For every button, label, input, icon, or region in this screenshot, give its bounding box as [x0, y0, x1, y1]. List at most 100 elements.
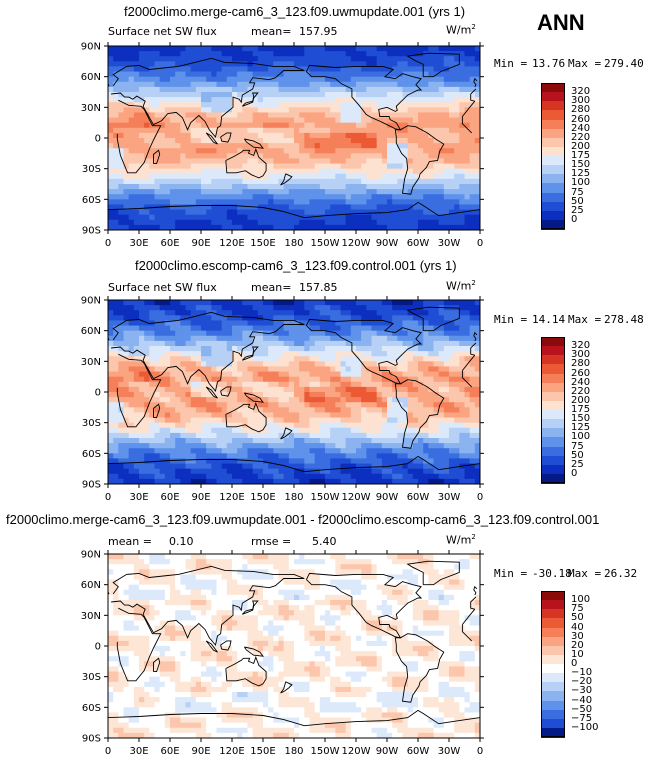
field-cell: [124, 189, 130, 195]
field-cell: [304, 407, 310, 413]
field-cell: [180, 428, 186, 434]
field-cell: [237, 326, 243, 332]
field-cell: [134, 46, 140, 52]
field-cell: [310, 56, 316, 62]
field-cell: [361, 453, 367, 459]
field-cell: [129, 174, 135, 180]
field-cell: [335, 366, 341, 372]
field-cell: [149, 402, 155, 408]
field-cell: [191, 107, 197, 113]
field-cell: [279, 164, 285, 170]
field-cell: [113, 194, 119, 200]
field-cell: [382, 169, 388, 175]
field-cell: [129, 220, 135, 226]
field-cell: [175, 77, 181, 83]
field-cell: [428, 184, 434, 190]
field-cell: [175, 179, 181, 185]
field-cell: [268, 220, 274, 226]
field-cell: [413, 174, 419, 180]
field-cell: [155, 61, 161, 67]
field-cell: [434, 448, 440, 454]
field-cell: [413, 346, 419, 352]
field-cell: [434, 66, 440, 72]
field-cell: [232, 320, 238, 326]
field-cell: [113, 382, 119, 388]
field-cell: [170, 346, 176, 352]
field-cell: [170, 138, 176, 144]
field-cell: [341, 164, 347, 170]
field-cell: [397, 87, 403, 93]
field-cell: [304, 174, 310, 180]
field-cell: [310, 169, 316, 175]
field-cell: [310, 46, 316, 52]
field-cell: [196, 51, 202, 57]
field-cell: [237, 458, 243, 464]
field-cell: [444, 128, 450, 134]
field-cell: [134, 143, 140, 149]
field-cell: [248, 179, 254, 185]
field-cell: [124, 148, 130, 154]
field-cell: [124, 453, 130, 459]
field-cell: [459, 326, 465, 332]
field-cell: [366, 102, 372, 108]
field-cell: [196, 143, 202, 149]
field-cell: [346, 128, 352, 134]
field-cell: [361, 372, 367, 378]
field-cell: [387, 61, 393, 67]
field-cell: [325, 346, 331, 352]
field-cell: [330, 397, 336, 403]
field-cell: [227, 377, 233, 383]
field-cell: [113, 107, 119, 113]
field-cell: [299, 143, 305, 149]
field-cell: [449, 351, 455, 357]
field-cell: [222, 72, 228, 78]
field-cell: [268, 118, 274, 124]
field-cell: [372, 179, 378, 185]
field-cell: [211, 97, 217, 103]
field-cell: [356, 77, 362, 83]
field-cell: [149, 107, 155, 113]
field-cell: [299, 315, 305, 321]
field-cell: [299, 51, 305, 57]
field-cell: [413, 392, 419, 398]
field-cell: [201, 153, 207, 159]
field-cell: [248, 112, 254, 118]
field-cell: [294, 51, 300, 57]
field-cell: [248, 438, 254, 444]
field-cell: [465, 118, 471, 124]
field-cell: [310, 331, 316, 337]
field-cell: [341, 402, 347, 408]
field-cell: [356, 174, 362, 180]
field-cell: [428, 77, 434, 83]
field-cell: [108, 310, 114, 316]
field-cell: [175, 153, 181, 159]
field-cell: [217, 305, 223, 311]
field-cell: [434, 61, 440, 67]
field-cell: [470, 153, 476, 159]
field-cell: [454, 77, 460, 83]
field-cell: [335, 392, 341, 398]
field-cell: [330, 153, 336, 159]
field-cell: [155, 315, 161, 321]
field-cell: [465, 418, 471, 424]
field-cell: [459, 356, 465, 362]
field-cell: [165, 169, 171, 175]
field-cell: [144, 326, 150, 332]
field-cell: [118, 102, 124, 108]
field-cell: [434, 351, 440, 357]
field-cell: [459, 174, 465, 180]
field-cell: [273, 407, 279, 413]
field-cell: [418, 392, 424, 398]
field-cell: [330, 56, 336, 62]
field-cell: [387, 51, 393, 57]
field-cell: [149, 46, 155, 52]
field-cell: [284, 346, 290, 352]
field-cell: [273, 92, 279, 98]
field-cell: [284, 215, 290, 221]
field-cell: [149, 331, 155, 337]
field-cell: [459, 448, 465, 454]
field-cell: [258, 310, 264, 316]
field-cell: [428, 123, 434, 129]
field-cell: [444, 87, 450, 93]
field-cell: [335, 61, 341, 67]
